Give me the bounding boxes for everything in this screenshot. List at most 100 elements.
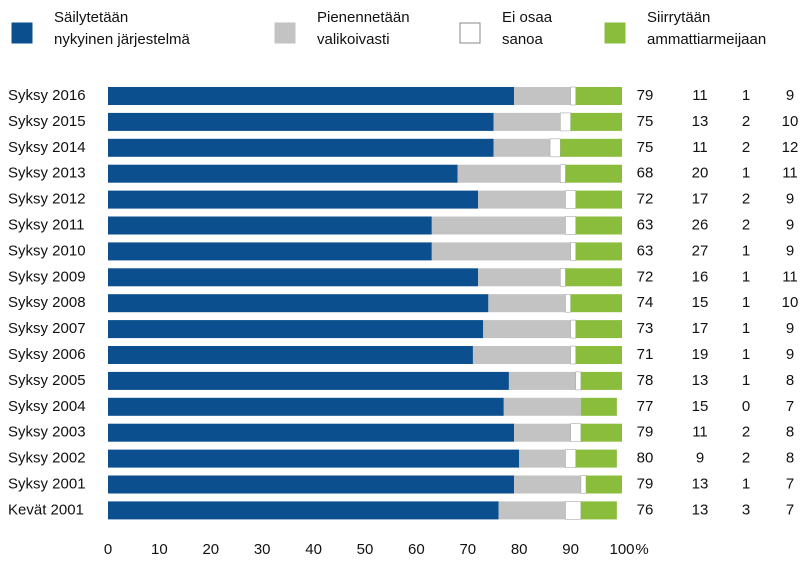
bar-segment xyxy=(478,190,566,209)
bar-segment xyxy=(575,449,617,468)
value-label: 19 xyxy=(692,346,709,363)
bar-segment xyxy=(514,423,571,442)
value-label: 8 xyxy=(786,424,794,441)
bar-segment xyxy=(108,268,479,287)
value-label: 73 xyxy=(637,320,654,337)
bar-segment xyxy=(431,242,571,261)
x-tick-label: 80 xyxy=(511,541,528,558)
value-label: 7 xyxy=(786,398,794,415)
bar-segment xyxy=(108,242,432,261)
x-tick-label: 100 xyxy=(609,541,634,558)
bar-segment xyxy=(560,164,566,183)
value-label: 75 xyxy=(637,113,654,130)
legend-label: Siirrytään ammattiarmeijaan xyxy=(647,9,766,48)
bar-segment xyxy=(570,112,622,131)
value-label: 27 xyxy=(692,242,709,259)
value-label: 2 xyxy=(742,191,750,208)
category-label: Syksy 2015 xyxy=(8,113,86,130)
value-label: 0 xyxy=(742,398,750,415)
value-label: 9 xyxy=(786,320,794,337)
value-label: 10 xyxy=(782,113,799,130)
category-label: Syksy 2011 xyxy=(8,216,84,233)
legend-line: Ei osaa xyxy=(502,9,553,26)
category-label: Syksy 2014 xyxy=(8,139,86,156)
bar-segment xyxy=(575,190,622,209)
value-label: 20 xyxy=(692,165,709,182)
bar-segment xyxy=(108,294,489,313)
value-label: 1 xyxy=(742,320,750,337)
x-tick-label: 30 xyxy=(254,541,271,558)
bar-segment xyxy=(519,449,566,468)
value-label: 9 xyxy=(786,191,794,208)
value-label: 9 xyxy=(786,87,794,104)
value-label: 11 xyxy=(692,87,708,104)
bar-segment xyxy=(570,345,577,365)
bar-segment xyxy=(570,86,577,106)
bar-segment xyxy=(560,112,571,132)
x-tick-label: 70 xyxy=(459,541,476,558)
category-label: Syksy 2007 xyxy=(8,320,86,337)
legend-swatch xyxy=(604,22,626,44)
x-tick-label: 10 xyxy=(151,541,168,558)
bar-segment xyxy=(108,112,494,131)
bar-segment xyxy=(580,397,617,416)
category-label: Syksy 2004 xyxy=(8,398,86,415)
bar-segment xyxy=(580,371,622,390)
value-label: 79 xyxy=(637,87,654,104)
value-label: 68 xyxy=(637,165,654,182)
category-label: Syksy 2006 xyxy=(8,346,86,363)
bar-segment xyxy=(549,138,561,158)
legend-line: sanoa xyxy=(502,31,544,48)
bar-segment xyxy=(565,449,577,468)
bar-segment xyxy=(508,371,576,390)
category-label: Syksy 2003 xyxy=(8,424,86,441)
bar-segment xyxy=(483,320,571,339)
value-label: 79 xyxy=(637,475,654,492)
bar-segment xyxy=(575,242,622,261)
value-label: 8 xyxy=(786,372,794,389)
value-label: 1 xyxy=(742,372,750,389)
bar-segment xyxy=(570,294,622,313)
bar-segment xyxy=(565,501,582,520)
bar-segment xyxy=(498,501,566,520)
bar-segment xyxy=(565,190,577,209)
bar-segment xyxy=(575,87,622,105)
bar-segment xyxy=(108,164,458,183)
value-label: 9 xyxy=(786,242,794,259)
value-label: 17 xyxy=(692,191,709,208)
value-label: 1 xyxy=(742,268,750,285)
bar-segment xyxy=(565,164,622,183)
value-label: 15 xyxy=(692,398,709,415)
bar-segment xyxy=(108,397,504,416)
value-label: 72 xyxy=(637,191,654,208)
x-unit: % xyxy=(635,541,648,558)
value-label: 15 xyxy=(692,294,709,311)
bar-segment xyxy=(565,268,622,287)
category-label: Syksy 2013 xyxy=(8,165,86,182)
value-label: 1 xyxy=(742,346,750,363)
legend-line: valikoivasti xyxy=(317,31,390,48)
legend-line: Pienennetään xyxy=(317,9,410,26)
value-label: 2 xyxy=(742,113,750,130)
value-label: 63 xyxy=(637,216,654,233)
value-label: 2 xyxy=(742,216,750,233)
value-label: 1 xyxy=(742,165,750,182)
x-tick-label: 0 xyxy=(104,541,112,558)
legend-line: nykyinen järjestelmä xyxy=(54,31,191,48)
bar-segment xyxy=(565,216,577,235)
value-label: 11 xyxy=(692,424,708,441)
value-label: 63 xyxy=(637,242,654,259)
bar-segment xyxy=(560,267,566,287)
bar-segment xyxy=(575,320,622,339)
bar-segment xyxy=(108,190,479,209)
bar-segment xyxy=(108,320,484,339)
category-label: Kevät 2001 xyxy=(8,501,84,518)
bar-segment xyxy=(560,138,622,157)
category-label: Syksy 2010 xyxy=(8,242,86,259)
bar-segment xyxy=(488,294,566,313)
value-label: 16 xyxy=(692,268,709,285)
value-label: 9 xyxy=(786,216,794,233)
bar-segment xyxy=(514,475,581,494)
x-tick-label: 40 xyxy=(305,541,322,558)
